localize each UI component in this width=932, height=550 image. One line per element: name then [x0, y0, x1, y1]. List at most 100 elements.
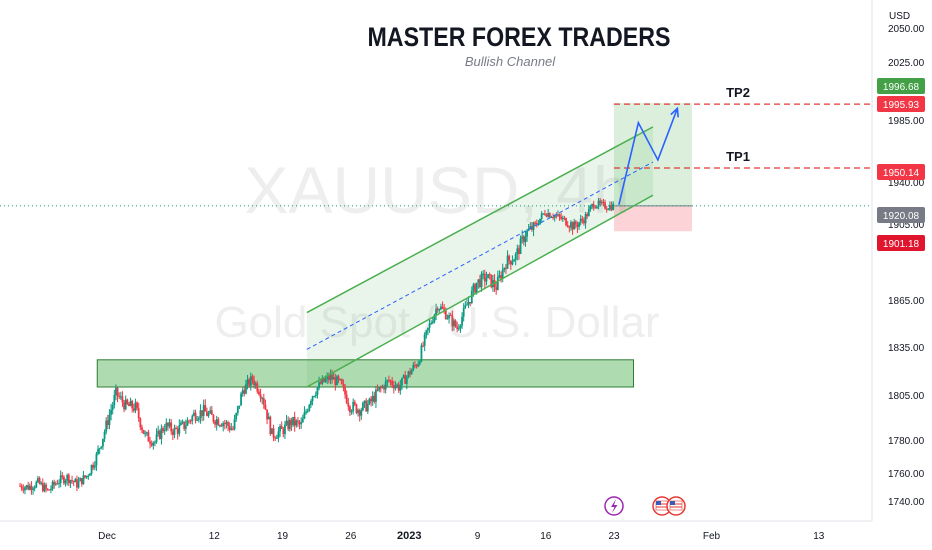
candle-body: [418, 361, 421, 365]
channel-upper-line[interactable]: [306, 126, 654, 314]
candle-body: [383, 386, 385, 390]
candle-body: [105, 420, 108, 432]
candle-body: [181, 421, 184, 423]
channel-lower-line[interactable]: [306, 194, 654, 388]
price-tag-last[interactable]: [877, 207, 925, 223]
candle-body: [373, 395, 376, 402]
candle-body: [407, 371, 410, 377]
candle-body: [511, 261, 514, 265]
candle-body: [518, 248, 520, 254]
projection-path[interactable]: [618, 108, 679, 205]
candle-body: [563, 217, 566, 219]
price-tag-label: 1996.68: [883, 82, 920, 93]
candle-body: [602, 202, 605, 204]
candle-body: [427, 327, 429, 331]
candle-body: [225, 422, 228, 424]
candle-body: [189, 420, 192, 422]
events-layer[interactable]: [604, 496, 686, 516]
candle-body: [350, 411, 353, 413]
candle-body: [262, 398, 265, 405]
candle-body: [214, 421, 216, 425]
candle-body: [592, 204, 595, 208]
axes-layer: USD: [0, 0, 910, 522]
candle-body: [558, 214, 561, 217]
candle-body: [287, 420, 290, 430]
candle-body: [264, 404, 267, 410]
candle-body: [212, 414, 215, 422]
candle-body: [89, 473, 91, 476]
price-tag-tp2[interactable]: [877, 96, 925, 112]
candle-body: [326, 376, 329, 380]
profit-zone[interactable]: [614, 103, 692, 206]
us-flag-event-icon[interactable]: [666, 496, 686, 516]
candle-body: [66, 474, 69, 481]
candle-body: [238, 405, 241, 407]
candle-body: [405, 376, 408, 384]
support-zone[interactable]: [96, 359, 634, 388]
candle-body: [454, 320, 457, 327]
candle-body: [352, 401, 355, 412]
candle-body: [443, 308, 446, 311]
price-tag-stop[interactable]: [877, 235, 925, 251]
candle-body: [576, 224, 579, 227]
candle-body: [144, 433, 147, 435]
candle-body: [365, 400, 368, 412]
candle-body: [474, 284, 476, 293]
candle-body: [136, 402, 138, 409]
candle-body: [92, 464, 95, 468]
candle-body: [589, 206, 592, 210]
candle-body: [61, 475, 64, 477]
candle-body: [446, 318, 449, 320]
candle-body: [516, 248, 519, 254]
candle-body: [587, 209, 590, 217]
candle-body: [43, 484, 46, 492]
candle-body: [324, 379, 327, 382]
candle-body: [566, 225, 569, 227]
candle-body: [158, 430, 161, 439]
candle-body: [25, 485, 28, 488]
x-tick-label: Dec: [98, 531, 116, 542]
y-tick-label: 1805.00: [888, 391, 925, 402]
candle-body: [95, 453, 98, 466]
candle-body: [440, 306, 442, 310]
candle-body: [282, 428, 285, 435]
candle-body: [19, 485, 21, 487]
lightning-event-icon[interactable]: [604, 496, 624, 516]
candle-body: [422, 345, 424, 347]
candle-body: [246, 379, 249, 385]
price-tag-tp1[interactable]: [877, 164, 925, 180]
candle-body: [58, 482, 60, 484]
candle-body: [363, 400, 366, 403]
candle-body: [207, 413, 210, 416]
candle-body: [548, 213, 551, 218]
candle-body: [162, 428, 164, 432]
price-tag-tp2_box[interactable]: [877, 78, 925, 94]
candle-body: [59, 475, 62, 483]
candle-body: [259, 394, 262, 399]
candle-body: [417, 364, 420, 367]
candle-body: [399, 385, 402, 391]
candle-body: [84, 475, 86, 478]
candle-body: [581, 218, 584, 221]
candle-body: [222, 423, 225, 427]
candle-body: [243, 390, 246, 394]
y-tick-label: 1985.00: [888, 116, 925, 127]
candle-body: [397, 384, 400, 391]
candle-body: [269, 416, 272, 435]
candle-body: [308, 404, 311, 411]
candle-body: [438, 309, 441, 311]
candle-body: [206, 411, 208, 416]
candle-body: [329, 374, 332, 381]
candle-body: [612, 203, 615, 210]
candle-body: [306, 410, 309, 412]
candle-body: [32, 488, 34, 491]
price-tag-label: 1995.93: [883, 100, 920, 111]
candle-body: [560, 216, 563, 220]
candle-body: [381, 386, 384, 388]
candle-body: [274, 437, 277, 439]
candle-body: [459, 325, 462, 329]
candle-body: [526, 230, 528, 237]
candle-body: [444, 310, 447, 320]
